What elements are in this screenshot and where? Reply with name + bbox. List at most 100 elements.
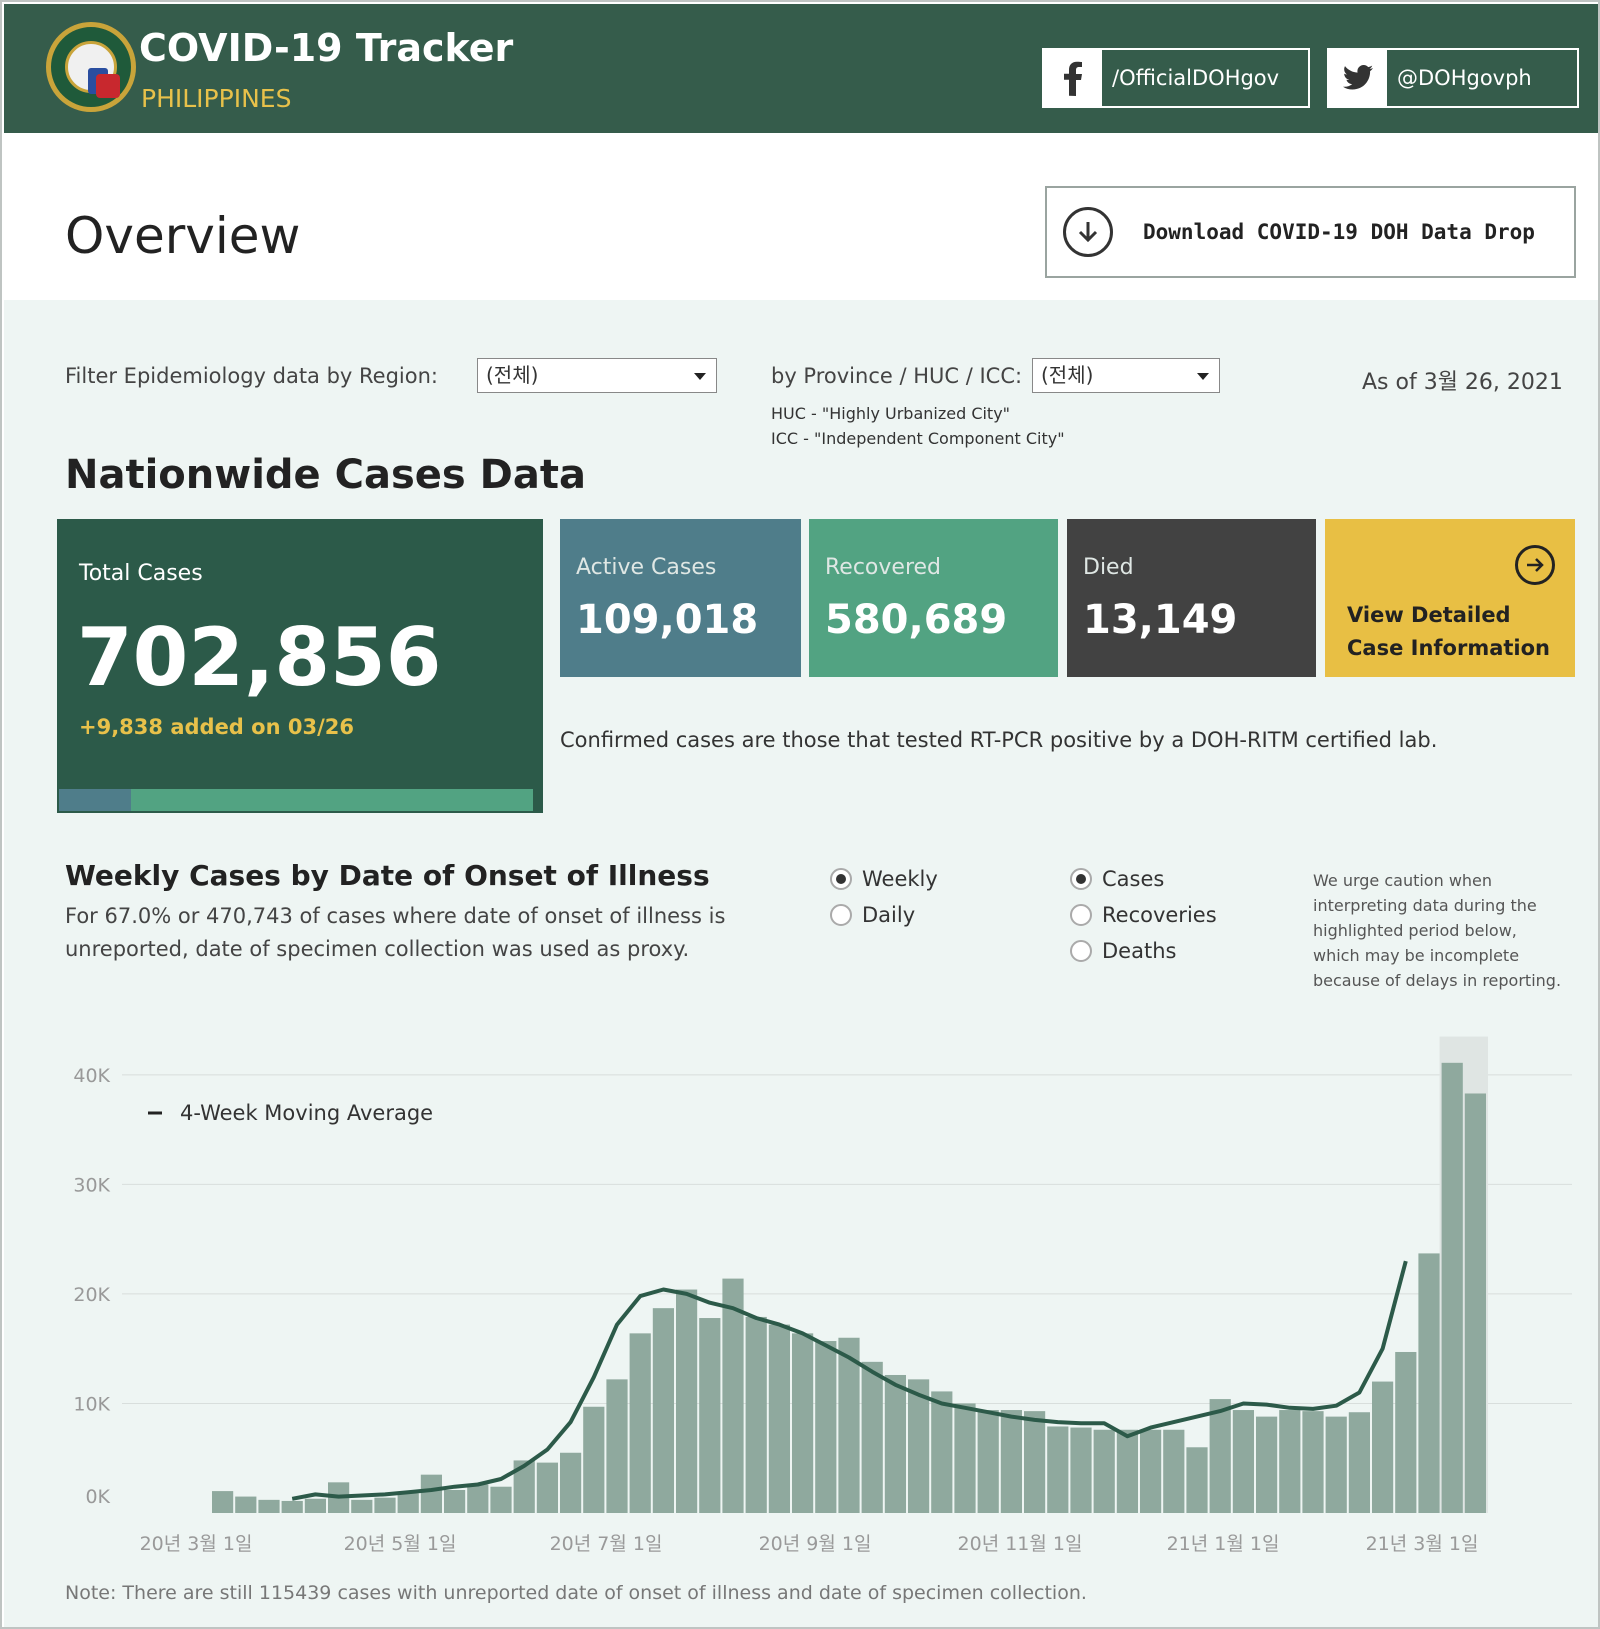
radio-deaths-label: Deaths bbox=[1102, 939, 1177, 963]
bar bbox=[490, 1486, 512, 1513]
chevron-down-icon bbox=[1197, 373, 1209, 380]
weekly-chart-description: For 67.0% or 470,743 of cases where date… bbox=[65, 904, 726, 961]
recovered-value: 580,689 bbox=[825, 597, 1008, 643]
region-filter-label: Filter Epidemiology data by Region: bbox=[65, 364, 438, 388]
view-detailed-line2: Case Information bbox=[1347, 636, 1550, 660]
active-share-segment bbox=[59, 789, 131, 811]
twitter-link[interactable]: @DOHgovph bbox=[1327, 48, 1579, 108]
case-breakdown-bar bbox=[59, 789, 533, 811]
bar bbox=[235, 1496, 257, 1513]
weekly-chart-title: Weekly Cases by Date of Onset of Illness bbox=[65, 859, 710, 892]
view-detailed-label: View Detailed Case Information bbox=[1347, 599, 1550, 665]
chart-svg: 0K 10K 20K 30K 40K 4-Week Moving Average 20년 3… bbox=[73, 1036, 1572, 1552]
bar bbox=[699, 1318, 721, 1513]
radio-weekly-label: Weekly bbox=[862, 867, 938, 891]
weekly-cases-chart: 0K 10K 20K 30K 40K 4-Week Moving Average 20년 3… bbox=[2, 1012, 1598, 1552]
bar bbox=[420, 1474, 442, 1513]
radio-weekly[interactable]: Weekly bbox=[830, 867, 938, 891]
x-tick-label: 20년 9월 1일 bbox=[759, 1533, 872, 1552]
bar bbox=[861, 1361, 883, 1513]
bar bbox=[908, 1379, 930, 1513]
facebook-link[interactable]: /OfficialDOHgov bbox=[1042, 48, 1310, 108]
bar bbox=[1140, 1429, 1162, 1513]
bar bbox=[792, 1333, 814, 1513]
y-tick-label: 40K bbox=[73, 1065, 110, 1087]
download-label: Download COVID-19 DOH Data Drop bbox=[1143, 220, 1535, 244]
active-cases-value: 109,018 bbox=[576, 597, 759, 643]
download-data-drop-button[interactable]: Download COVID-19 DOH Data Drop bbox=[1045, 186, 1576, 278]
total-cases-value: 702,856 bbox=[77, 611, 442, 704]
bar bbox=[1418, 1253, 1440, 1513]
radio-recoveries[interactable]: Recoveries bbox=[1070, 903, 1217, 927]
bar bbox=[931, 1391, 953, 1513]
died-card: Died 13,149 bbox=[1067, 519, 1316, 677]
bar bbox=[1372, 1381, 1394, 1513]
bar bbox=[1256, 1416, 1278, 1513]
bar bbox=[1000, 1410, 1022, 1513]
province-select-value: (전체) bbox=[1041, 363, 1094, 387]
bar bbox=[1070, 1427, 1092, 1513]
active-cases-label: Active Cases bbox=[576, 555, 717, 580]
bar bbox=[1163, 1429, 1185, 1513]
twitter-icon bbox=[1329, 50, 1387, 106]
download-icon bbox=[1063, 207, 1113, 257]
radio-dot-selected bbox=[1070, 868, 1092, 890]
total-cases-card: Total Cases 702,856 +9,838 added on 03/2… bbox=[57, 519, 543, 813]
facebook-icon bbox=[1044, 50, 1102, 106]
died-label: Died bbox=[1083, 555, 1134, 580]
active-cases-card: Active Cases 109,018 bbox=[560, 519, 801, 677]
x-tick-label: 21년 3월 1일 bbox=[1366, 1533, 1479, 1552]
huc-note: HUC - "Highly Urbanized City" bbox=[771, 404, 1011, 423]
y-tick-label: 0K bbox=[85, 1486, 110, 1508]
radio-recoveries-label: Recoveries bbox=[1102, 903, 1217, 927]
bar bbox=[351, 1499, 373, 1513]
radio-cases[interactable]: Cases bbox=[1070, 867, 1164, 891]
icc-note: ICC - "Independent Component City" bbox=[771, 429, 1065, 448]
bar bbox=[722, 1278, 744, 1513]
bar bbox=[212, 1491, 234, 1513]
twitter-handle: @DOHgovph bbox=[1397, 66, 1532, 90]
bar bbox=[374, 1497, 396, 1513]
radio-daily[interactable]: Daily bbox=[830, 903, 915, 927]
view-detailed-line1: View Detailed bbox=[1347, 603, 1511, 627]
doh-seal-icon bbox=[46, 22, 136, 112]
x-tick-label: 20년 3월 1일 bbox=[140, 1533, 253, 1552]
bar bbox=[397, 1493, 419, 1513]
view-detailed-case-button[interactable]: View Detailed Case Information bbox=[1325, 519, 1575, 677]
bar bbox=[676, 1289, 698, 1513]
bar bbox=[1024, 1411, 1046, 1513]
radio-deaths[interactable]: Deaths bbox=[1070, 939, 1176, 963]
bar bbox=[1209, 1399, 1231, 1513]
region-select[interactable]: (전체) bbox=[477, 358, 717, 393]
bar bbox=[467, 1484, 489, 1513]
bar bbox=[768, 1324, 790, 1513]
bar bbox=[1232, 1410, 1254, 1513]
legend-label: 4-Week Moving Average bbox=[180, 1101, 433, 1125]
bar bbox=[977, 1410, 999, 1513]
added-cases: +9,838 added on 03/26 bbox=[79, 715, 354, 739]
bar bbox=[536, 1462, 558, 1513]
x-tick-label: 20년 11월 1일 bbox=[958, 1533, 1083, 1552]
bar bbox=[304, 1498, 326, 1513]
radio-dot bbox=[1070, 904, 1092, 926]
facebook-handle: /OfficialDOHgov bbox=[1112, 66, 1280, 90]
recovered-card: Recovered 580,689 bbox=[809, 519, 1058, 677]
recovered-share-segment bbox=[131, 789, 533, 811]
app-title: COVID-19 Tracker bbox=[139, 26, 514, 70]
bar bbox=[281, 1500, 303, 1513]
bar bbox=[560, 1452, 582, 1513]
x-tick-label: 20년 7월 1일 bbox=[550, 1533, 663, 1552]
bar bbox=[1186, 1447, 1208, 1513]
province-select[interactable]: (전체) bbox=[1032, 358, 1220, 393]
x-tick-label: 21년 1월 1일 bbox=[1167, 1533, 1280, 1552]
province-filter-label: by Province / HUC / ICC: bbox=[771, 364, 1023, 388]
x-tick-label: 20년 5월 1일 bbox=[344, 1533, 457, 1552]
total-cases-label: Total Cases bbox=[79, 561, 203, 586]
bar bbox=[1325, 1416, 1347, 1513]
bar bbox=[652, 1308, 674, 1513]
y-tick-label: 30K bbox=[73, 1174, 110, 1196]
nationwide-title: Nationwide Cases Data bbox=[65, 452, 586, 498]
bar bbox=[745, 1316, 767, 1513]
bar bbox=[1441, 1062, 1463, 1513]
